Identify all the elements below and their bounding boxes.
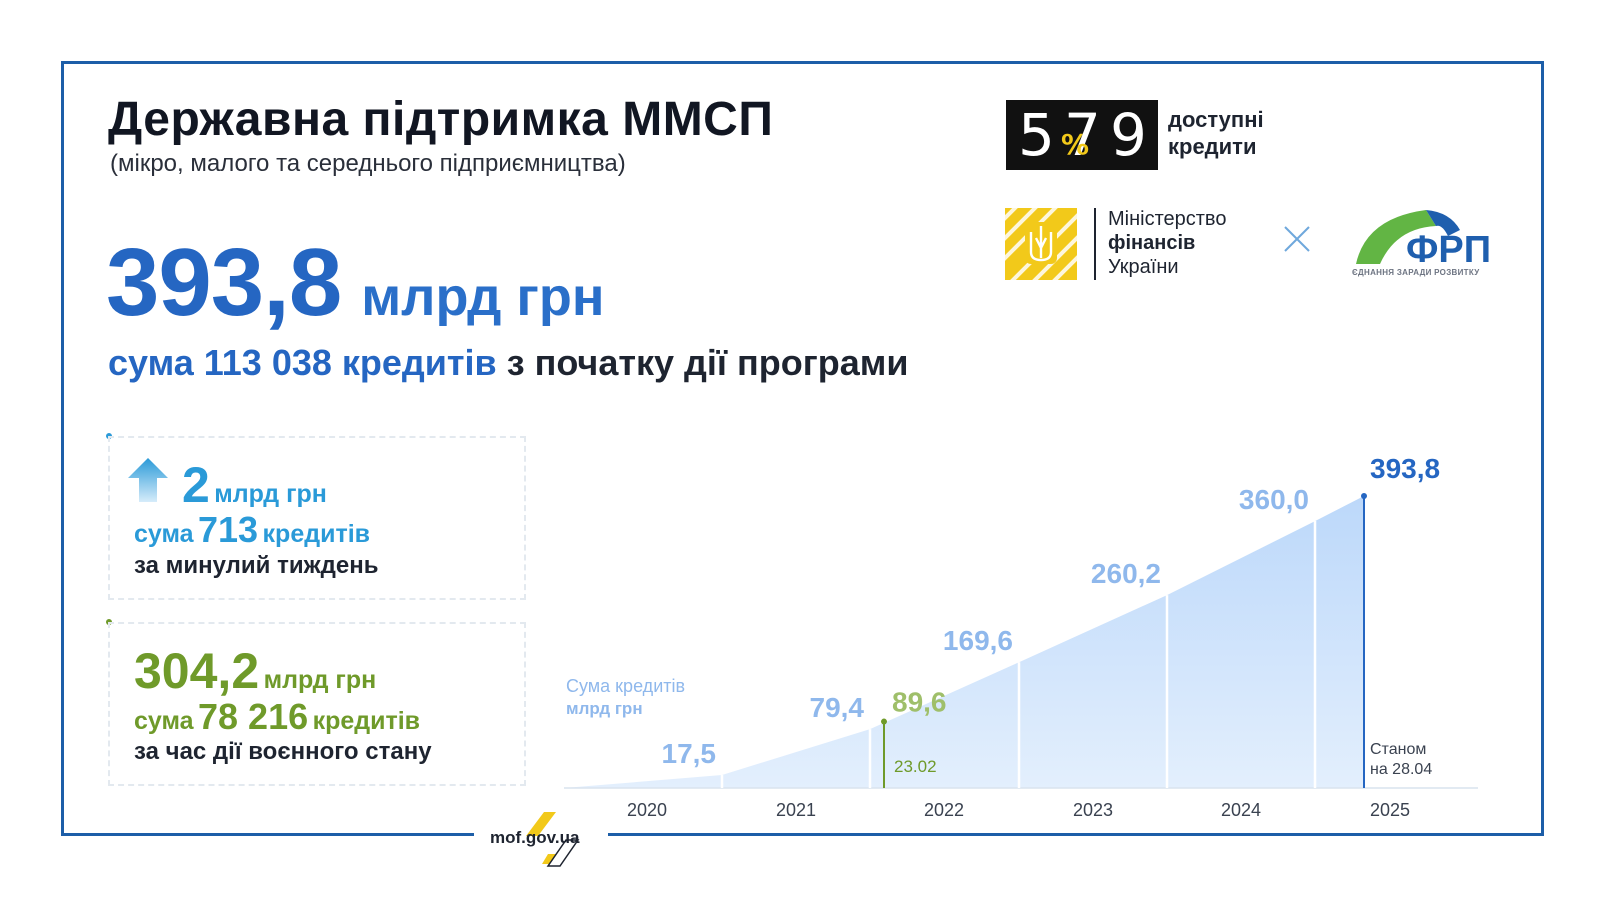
footer-gap (474, 828, 608, 846)
x-tick-label: 2023 (1073, 800, 1113, 820)
page-title: Державна підтримка ММСП (108, 93, 774, 146)
weekly-unit: млрд грн (214, 480, 327, 508)
cumulative-area (564, 496, 1364, 788)
weekly-count-unit: кредитів (262, 520, 371, 548)
logo-579-line1: доступні (1168, 107, 1264, 132)
war-marker-date: 23.02 (894, 757, 937, 776)
times-icon (1284, 226, 1310, 252)
data-label: 79,4 (810, 692, 865, 723)
war-sum-prefix: сума (134, 707, 194, 735)
data-label: 393,8 (1370, 453, 1440, 484)
logo-579-digit: 5 (1018, 101, 1055, 169)
minfin-separator (1094, 208, 1096, 280)
logo-579-digit: 9 (1110, 101, 1147, 169)
logo-579: 5 7 9 % (1006, 100, 1158, 170)
x-tick-label: 2024 (1221, 800, 1261, 820)
y-axis-unit: млрд грн (566, 699, 643, 718)
data-label: 17,5 (662, 738, 717, 769)
war-count-unit: кредитів (312, 707, 421, 735)
war-value: 304,2 (134, 643, 260, 699)
war-marker-label: 89,6 (892, 687, 947, 718)
war-count-value: 78 216 (198, 696, 309, 737)
war-amount: 304,2 млрд грн (134, 642, 376, 700)
logo-579-digit: 7 (1064, 101, 1101, 169)
data-label: 169,6 (943, 625, 1013, 656)
war-unit: млрд грн (263, 666, 377, 694)
minfin-line2: фінансів (1108, 232, 1196, 254)
current-note-line2: на 28.04 (1370, 761, 1432, 778)
frp-name: ФРП (1406, 229, 1491, 270)
page-subtitle: (мікро, малого та середнього підприємниц… (110, 150, 626, 177)
weekly-card (108, 436, 526, 600)
x-tick-label: 2020 (627, 800, 667, 820)
minfin-line3: України (1108, 256, 1179, 278)
headline-unit: млрд грн (361, 267, 605, 327)
headline-lead: сума 113 038 кредитів з початку дії прог… (108, 342, 909, 384)
war-period: за час дії воєнного стану (134, 738, 432, 765)
frp-tagline: ЄДНАННЯ ЗАРАДИ РОЗВИТКУ (1352, 268, 1480, 277)
lead-suffix: з початку дії програми (506, 342, 909, 383)
data-label: 360,0 (1239, 484, 1309, 515)
content-frame (61, 61, 1544, 836)
weekly-count-value: 713 (198, 509, 259, 550)
current-point (1361, 493, 1367, 499)
war-count: сума 78 216 кредитів (134, 696, 420, 738)
site-link[interactable]: mof.gov.ua (490, 828, 580, 847)
weekly-value: 2 (182, 457, 210, 513)
mof-logo-icon (526, 812, 580, 867)
x-tick-label: 2025 (1370, 800, 1410, 820)
logo-579-line2: кредити (1168, 134, 1257, 159)
weekly-period: за минулий тиждень (134, 552, 379, 579)
weekly-sum-prefix: сума (134, 520, 194, 548)
arrow-up-icon (128, 458, 168, 502)
war-card (108, 622, 526, 786)
x-tick-label: 2021 (776, 800, 816, 820)
weekly-count: сума 713 кредитів (134, 509, 370, 551)
weekly-amount: 2 млрд грн (182, 456, 327, 514)
x-tick-label: 2022 (924, 800, 964, 820)
frp-logo-icon: ФРП (1356, 210, 1491, 270)
headline-value: 393,8 (106, 229, 342, 336)
minfin-line1: Міністерство (1108, 208, 1227, 230)
minfin-emblem-icon (1005, 208, 1077, 280)
logo-579-text: доступні кредити (1168, 106, 1264, 160)
y-axis-label: Сума кредитів (566, 676, 685, 696)
war-marker-point (881, 718, 887, 725)
current-note-line1: Станом (1370, 741, 1426, 758)
logo-579-percent: % (1061, 128, 1090, 161)
headline-total: 393,8 млрд грн (106, 228, 605, 338)
data-label: 260,2 (1091, 558, 1161, 589)
minfin-name: Міністерство фінансів України (1108, 207, 1226, 279)
lead-count: сума 113 038 кредитів (108, 342, 497, 383)
